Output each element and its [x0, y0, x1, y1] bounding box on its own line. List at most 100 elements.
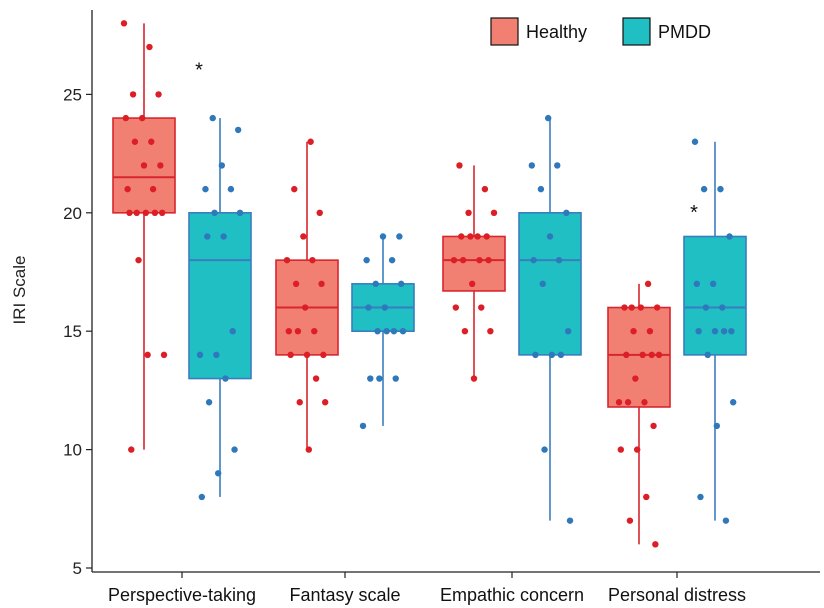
data-point-pmdd	[719, 304, 726, 311]
data-point-healthy	[146, 43, 153, 51]
data-point-healthy	[481, 185, 489, 193]
data-point-pmdd	[204, 233, 211, 240]
data-point-pmdd	[359, 422, 367, 430]
y-tick-label: 20	[63, 204, 82, 223]
data-point-pmdd	[713, 422, 721, 430]
data-point-pmdd	[390, 328, 398, 335]
data-point-healthy	[478, 304, 485, 311]
annotations: **	[195, 60, 698, 224]
data-point-pmdd	[236, 209, 244, 216]
data-point-pmdd	[726, 233, 733, 240]
data-point-healthy	[309, 256, 316, 264]
data-point-healthy	[465, 209, 472, 216]
data-point-healthy	[646, 328, 654, 335]
data-point-healthy	[128, 446, 135, 453]
box-pmdd-4	[683, 141, 747, 521]
data-point-pmdd	[372, 280, 379, 288]
data-point-healthy	[294, 328, 302, 335]
data-point-pmdd	[396, 233, 403, 240]
data-point-healthy	[311, 328, 318, 335]
data-point-pmdd	[537, 185, 545, 193]
data-point-healthy	[131, 138, 139, 145]
data-point-healthy	[483, 233, 490, 240]
data-point-healthy	[650, 422, 657, 430]
data-point-pmdd	[392, 375, 399, 382]
data-point-pmdd	[218, 162, 226, 169]
data-point-pmdd	[539, 280, 546, 288]
data-point-healthy	[624, 399, 632, 406]
data-point-healthy	[639, 351, 646, 359]
data-point-pmdd	[729, 399, 737, 406]
data-point-pmdd	[229, 328, 236, 335]
data-point-healthy	[300, 233, 307, 240]
data-point-pmdd	[381, 304, 389, 311]
legend-swatch-healthy	[490, 17, 519, 46]
data-point-healthy	[158, 209, 166, 216]
data-point-pmdd	[709, 280, 717, 288]
data-point-healthy	[148, 138, 155, 145]
data-point-healthy	[487, 328, 494, 335]
data-point-healthy	[305, 446, 313, 453]
data-point-pmdd	[722, 517, 730, 524]
data-point-healthy	[641, 399, 648, 406]
data-point-pmdd	[198, 493, 206, 501]
y-axis-label: IRI Scale	[10, 256, 29, 325]
data-point-healthy	[467, 233, 474, 240]
data-point-healthy	[320, 351, 327, 359]
data-point-pmdd	[711, 328, 719, 335]
box-iqr	[188, 212, 252, 380]
data-point-healthy	[633, 446, 641, 453]
data-point-healthy	[307, 138, 314, 145]
data-point-pmdd	[555, 256, 563, 264]
data-point-healthy	[303, 351, 311, 359]
data-point-pmdd	[397, 280, 405, 288]
data-point-pmdd	[209, 114, 216, 122]
data-point-healthy	[470, 375, 478, 382]
data-point-pmdd	[702, 304, 710, 311]
data-point-healthy	[316, 209, 323, 216]
x-ticks: Perspective-taking Fantasy scale Empathic …	[108, 572, 746, 605]
box-healthy-1	[112, 23, 176, 450]
data-point-pmdd	[528, 162, 536, 169]
data-point-healthy	[655, 351, 663, 359]
data-point-pmdd	[704, 351, 711, 359]
data-point-healthy	[312, 375, 320, 382]
data-point-pmdd	[548, 351, 556, 359]
data-point-healthy	[140, 162, 148, 169]
data-point-healthy	[452, 304, 460, 311]
data-point-pmdd	[365, 304, 372, 311]
data-point-pmdd	[196, 351, 204, 359]
y-tick-label: 5	[73, 559, 82, 578]
data-point-pmdd	[728, 328, 735, 335]
data-point-pmdd	[557, 351, 565, 359]
data-point-healthy	[630, 328, 637, 335]
data-point-healthy	[283, 256, 291, 264]
y-tick-label: 15	[63, 322, 82, 341]
data-point-healthy	[144, 351, 151, 359]
data-point-healthy	[643, 493, 650, 501]
data-point-pmdd	[214, 470, 222, 477]
data-point-healthy	[124, 185, 131, 193]
x-category-label: Personal distress	[608, 585, 746, 605]
box-pmdd-3	[518, 118, 582, 521]
legend-swatch-pmdd	[622, 17, 651, 46]
box-healthy-4	[607, 283, 671, 545]
data-point-healthy	[628, 304, 635, 311]
data-point-pmdd	[693, 280, 701, 288]
data-point-healthy	[644, 280, 652, 288]
data-point-pmdd	[717, 185, 724, 193]
data-point-healthy	[291, 185, 298, 193]
data-point-pmdd	[213, 351, 220, 359]
data-point-pmdd	[564, 328, 572, 335]
data-point-healthy	[318, 280, 325, 288]
data-point-healthy	[468, 280, 476, 288]
data-point-healthy	[456, 162, 463, 169]
data-point-pmdd	[211, 209, 218, 216]
data-point-healthy	[155, 91, 162, 98]
data-point-healthy	[285, 328, 293, 335]
data-point-healthy	[126, 209, 133, 216]
boxes	[112, 23, 747, 545]
data-point-healthy	[138, 114, 146, 122]
data-point-pmdd	[720, 328, 728, 335]
